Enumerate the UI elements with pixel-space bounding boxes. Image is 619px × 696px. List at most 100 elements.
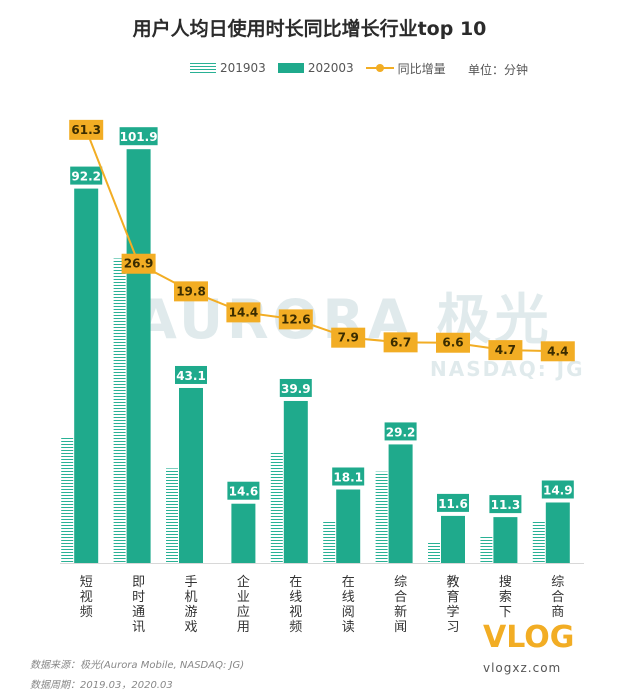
vlog-logo: VLOG [483,620,575,655]
x-tick-label: 新 [394,604,407,620]
bar-201903 [218,562,231,563]
x-tick-label: 教 [446,574,459,590]
x-tick-label: 频 [80,605,93,620]
bar-201903 [375,471,388,563]
bar-202003-label-box [384,422,417,441]
growth-value-label: 6.6 [442,336,463,350]
growth-label-box [383,332,418,353]
legend: 201903 202003 同比增量 [190,60,458,76]
x-tick-label: 习 [446,620,459,635]
growth-label-box [121,253,156,274]
bar-201903 [270,452,283,563]
growth-value-label: 4.4 [547,344,568,358]
bar-201903 [61,437,74,563]
bar-202003-value-label: 11.3 [491,498,521,512]
x-tick-label: 戏 [184,620,197,635]
growth-label-box [174,281,208,302]
x-tick-label: 讯 [132,620,145,635]
bar-202003-label-box [541,480,574,499]
x-tick-label: 线 [342,590,355,605]
x-tick-label: 视 [80,590,93,605]
bar-201903 [166,468,178,563]
bar-201903 [113,258,126,563]
logo-url: vlogxz.com [483,661,562,675]
bar-201903 [532,520,545,563]
chart-title: 用户人均日使用时长同比增长行业top 10 [132,18,487,40]
bar-202003 [231,503,256,563]
x-tick-label: 合 [551,590,564,605]
x-tick-label: 业 [237,590,250,605]
bar-202003-label-box [70,166,103,185]
period-note: 数据周期：2019.03，2020.03 [30,680,173,691]
unit-label: 单位：分钟 [468,63,529,77]
legend-label-growth: 同比增量 [397,61,446,76]
bar-202003-label-box [489,495,522,514]
bar-202003 [74,188,99,563]
source-note: 数据来源：极光(Aurora Mobile, NASDAQ: JG) [30,660,245,671]
growth-value-label: 6.7 [390,335,411,349]
x-tick-label: 游 [184,605,197,620]
x-tick-label: 短 [80,575,93,590]
bar-202003 [336,489,361,563]
x-tick-label: 搜 [499,575,512,590]
growth-label-box [278,309,313,330]
x-tick-label: 闻 [394,620,407,635]
growth-value-label: 14.4 [229,305,259,319]
x-tick-label: 用 [237,620,250,635]
bar-202003-value-label: 29.2 [386,425,416,439]
bar-202003-value-label: 14.6 [229,485,259,499]
legend-item-201903: 201903 [190,61,266,75]
bar-202003 [545,502,570,563]
x-tick-label: 商 [551,605,564,620]
x-tick-label: 机 [184,590,197,605]
x-tick-label: 时 [132,590,145,605]
growth-value-label: 19.8 [176,284,206,298]
bar-202003 [283,400,308,563]
x-tick-label: 在 [289,575,302,590]
x-tick-label: 应 [237,604,250,620]
bar-202003-label-box [175,365,207,384]
bar-202003 [126,149,151,563]
growth-label-box [488,340,523,361]
x-tick-label: 即 [132,575,145,590]
bar-202003-value-label: 14.9 [543,483,573,497]
bar-201903 [323,521,336,563]
legend-label-202003: 202003 [307,61,354,75]
legend-item-202003: 202003 [277,61,354,75]
x-tick-label: 视 [289,605,302,620]
bar-202003-value-label: 92.2 [71,170,101,184]
legend-item-growth: 同比增量 [365,60,446,77]
bar-202003-label-box [119,127,158,146]
bar-202003 [441,515,465,563]
growth-label-box [436,332,470,353]
x-tick-label: 合 [394,590,407,605]
x-tick-label: 读 [342,620,355,635]
bar-201903 [480,536,493,563]
bar-202003 [388,444,413,563]
growth-line [85,129,558,353]
growth-label-box [226,302,261,323]
bar-202003 [493,517,518,563]
bar-202003-label-box [227,481,260,500]
x-tick-label: 线 [289,590,302,605]
growth-value-label: 7.9 [338,331,359,345]
bar-201903 [428,542,440,563]
growth-value-label: 4.7 [495,343,516,357]
x-tick-label: 在 [342,575,355,590]
legend-swatch-growth [365,63,394,73]
x-tick-label: 手 [184,575,197,590]
x-tick-label: 综 [394,575,407,590]
bar-202003 [179,387,203,563]
bar-202003-value-label: 101.9 [120,130,158,144]
growth-value-label: 26.9 [124,257,154,271]
x-tick-label: 企 [237,574,250,590]
legend-label-201903: 201903 [220,61,266,75]
growth-value-label: 61.3 [71,123,101,137]
x-tick-label: 阅 [342,605,355,620]
bar-202003-label-box [279,378,312,397]
bar-202003-value-label: 11.6 [438,497,468,511]
bar-202003-value-label: 18.1 [333,470,363,484]
x-tick-label: 索 [499,590,512,605]
growth-label-box [69,119,104,140]
